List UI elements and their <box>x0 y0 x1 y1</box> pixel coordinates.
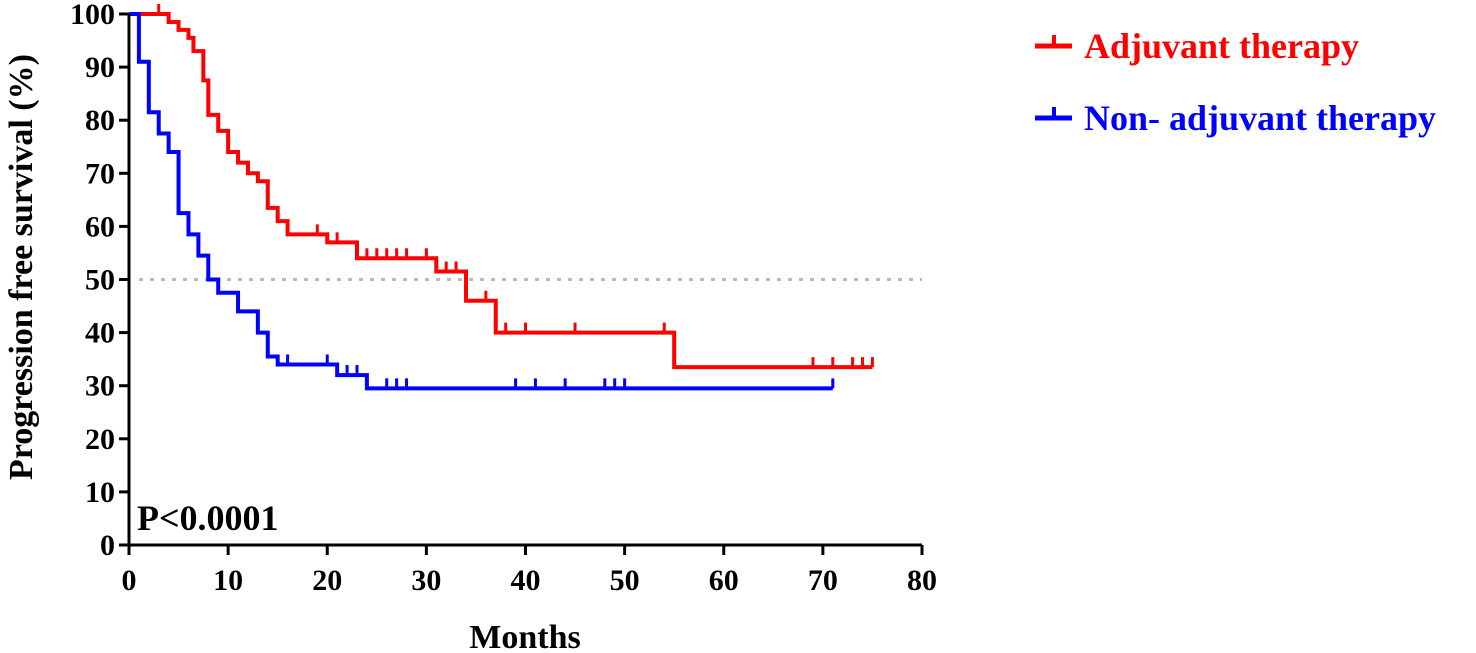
tick-layer: 0 10 20 30 40 50 60 70 80 90 100 0 10 20 30 40 50 60 70 80 <box>70 0 937 597</box>
y-axis-title: Progression free survival (%) <box>3 54 40 480</box>
x-axis-title: Months <box>469 619 580 653</box>
p-value-annotation: P<0.0001 <box>137 498 279 538</box>
y-tick-label: 40 <box>85 317 115 350</box>
x-tick-label: 0 <box>122 564 137 597</box>
series-layer <box>129 4 874 391</box>
legend: Adjuvant therapy Non- adjuvant therapy <box>1035 26 1436 138</box>
x-tick-label: 50 <box>610 564 640 597</box>
x-tick-label: 10 <box>213 564 243 597</box>
y-tick-label: 60 <box>85 210 115 243</box>
x-tick-label: 40 <box>511 564 541 597</box>
x-tick-label: 60 <box>709 564 739 597</box>
y-tick-label: 0 <box>100 529 115 562</box>
y-tick-label: 90 <box>85 51 115 84</box>
y-tick-label: 100 <box>70 0 115 31</box>
x-tick-label: 20 <box>312 564 342 597</box>
survival-curve-non-adjuvant <box>129 12 833 391</box>
x-tick-label: 80 <box>907 564 937 597</box>
legend-item-adjuvant: Adjuvant therapy <box>1035 26 1359 66</box>
legend-label-non-adjuvant: Non- adjuvant therapy <box>1084 98 1436 138</box>
x-tick-label: 70 <box>808 564 838 597</box>
y-tick-label: 20 <box>85 423 115 456</box>
x-tick-label: 30 <box>411 564 441 597</box>
y-tick-label: 80 <box>85 104 115 137</box>
y-tick-label: 10 <box>85 476 115 509</box>
survival-curve-adjuvant <box>129 12 873 370</box>
y-tick-label: 30 <box>85 370 115 403</box>
y-tick-label: 70 <box>85 157 115 190</box>
y-tick-label: 50 <box>85 264 115 297</box>
legend-label-adjuvant: Adjuvant therapy <box>1084 26 1359 66</box>
legend-item-non-adjuvant: Non- adjuvant therapy <box>1035 98 1436 138</box>
